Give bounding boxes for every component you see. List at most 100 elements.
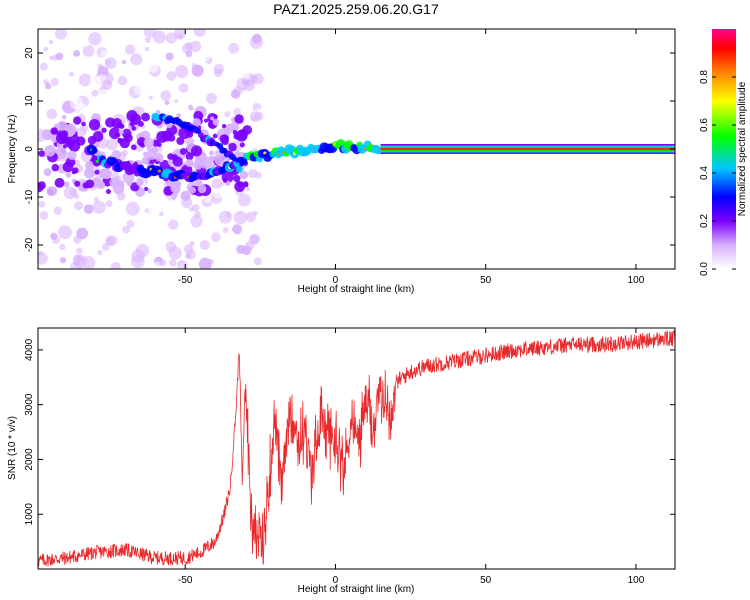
signal-blob [155,153,164,162]
noise-blob [121,149,128,156]
signal-blob [221,123,227,129]
bottom-x-tick-label: 100 [628,575,645,586]
noise-blob [117,75,128,86]
top-y-tick-label: -10 [24,189,35,204]
bottom-x-ticks: -50 0 50 100 [178,328,645,586]
signal-blob [188,186,196,194]
noise-blob [178,83,189,94]
noise-blob [167,59,175,67]
noise-blob [186,232,197,243]
top-x-axis-label: Height of straight line (km) [298,284,415,295]
signal-blob [55,132,68,145]
noise-blob [68,71,74,77]
signal-blob [209,150,214,156]
signal-blob [54,147,67,160]
signal-blob [62,144,68,149]
bottom-x-tick-label: 0 [333,575,339,586]
noise-blob [55,29,68,40]
colorbar: 0.0 0.2 0.4 0.6 0.8 Normalized spectral ampl… [699,29,748,276]
noise-blob [146,100,156,110]
noise-blob [73,254,87,269]
noise-blob [168,246,182,260]
noise-blob [232,224,243,235]
signal-blob [136,178,144,187]
noise-blob [182,43,193,54]
noise-blob [211,178,223,189]
noise-blob [233,107,241,116]
noise-blob [189,206,194,212]
signal-blob [108,127,121,140]
signal-blob [228,142,237,152]
signal-blob [191,145,203,157]
snr-panel: -50 0 50 100 1000 2000 3000 4000 Height of str… [7,327,676,595]
top-x-tick-label: -50 [178,275,193,286]
noise-blob [51,54,59,61]
bottom-y-tick-label: 4000 [24,338,35,361]
noise-blob [189,240,195,247]
signal-blob [61,114,67,120]
noise-blob [254,111,264,121]
ridge-blob [91,147,98,154]
noise-blob [105,200,113,207]
noise-blob [38,251,48,265]
snr-series-line [38,329,675,567]
noise-blob [213,63,225,75]
noise-blob [191,101,198,109]
noise-blob [102,79,113,90]
noise-blob [220,181,225,186]
noise-blob [89,246,95,252]
signal-blob [161,130,173,142]
noise-blob [57,225,72,240]
signal-blob [88,119,101,131]
signal-blob [101,127,107,133]
signal-blob [176,136,185,146]
signal-blob [62,161,74,173]
noise-blob [228,42,239,54]
colorbar-tick-label: 0.0 [699,262,710,276]
signal-blob [44,145,56,157]
noise-blob [189,40,202,53]
noise-blob [249,36,263,50]
spectrogram-marks [38,29,675,269]
signal-blob [233,174,241,183]
noise-blob [205,92,218,105]
signal-blob [38,150,45,157]
noise-blob [122,225,131,234]
noise-blob [144,36,151,43]
signal-blob [192,118,201,127]
noise-blob [38,200,46,208]
signal-blob [197,184,207,194]
noise-blob [51,235,61,245]
noise-blob [159,195,174,209]
signal-blob [179,147,187,155]
top-x-tick-label: 50 [480,275,492,286]
noise-blob [160,90,172,101]
snr-frame [37,327,676,570]
signal-blob [85,160,95,170]
noise-blob [185,253,192,260]
signal-blob [222,178,228,183]
signal-blob [176,113,182,118]
noise-blob [220,234,234,249]
signal-blob [129,113,142,125]
noise-blob [125,44,136,55]
upper-branch-blob [235,166,243,173]
signal-blob [64,139,71,146]
signal-blob [243,181,249,187]
ridge-peak [95,159,99,163]
ridge-blob [374,146,383,155]
signal-blob [212,118,220,126]
signal-blob [147,188,152,194]
colorbar-tick-label: 0.2 [699,214,710,228]
noise-blob [157,245,162,251]
noise-blob [233,210,248,225]
noise-blob [143,212,153,222]
signal-blob [81,121,86,127]
steady-band-core [380,147,675,151]
noise-blob [104,57,117,69]
signal-blob [65,171,72,178]
signal-blob [144,186,149,192]
signal-blob [214,154,225,166]
noise-blob [222,227,229,234]
